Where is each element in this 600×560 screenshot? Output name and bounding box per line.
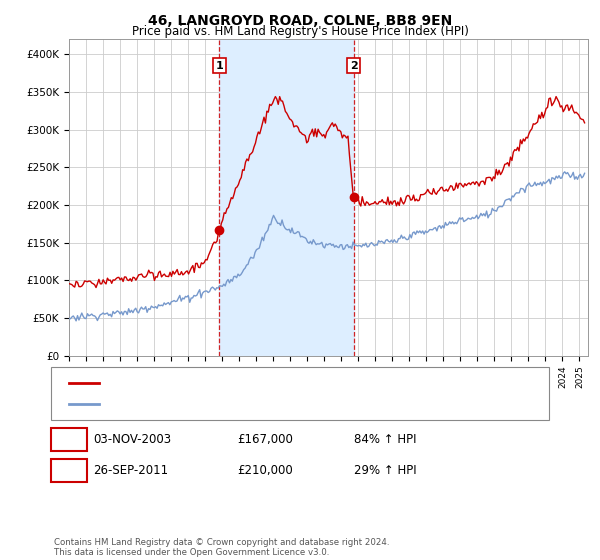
Text: 26-SEP-2011: 26-SEP-2011 — [93, 464, 168, 477]
Text: 46, LANGROYD ROAD, COLNE, BB8 9EN (detached house): 46, LANGROYD ROAD, COLNE, BB8 9EN (detac… — [105, 378, 405, 388]
Text: HPI: Average price, detached house, Pendle: HPI: Average price, detached house, Pend… — [105, 399, 333, 409]
Text: 2: 2 — [65, 464, 73, 477]
Text: 1: 1 — [65, 433, 73, 446]
Text: Contains HM Land Registry data © Crown copyright and database right 2024.
This d: Contains HM Land Registry data © Crown c… — [54, 538, 389, 557]
Text: 29% ↑ HPI: 29% ↑ HPI — [354, 464, 416, 477]
Text: £167,000: £167,000 — [237, 433, 293, 446]
Text: Price paid vs. HM Land Registry's House Price Index (HPI): Price paid vs. HM Land Registry's House … — [131, 25, 469, 38]
Text: 03-NOV-2003: 03-NOV-2003 — [93, 433, 171, 446]
Bar — [220, 39, 353, 356]
Text: 2: 2 — [350, 60, 358, 71]
Text: £210,000: £210,000 — [237, 464, 293, 477]
Text: 46, LANGROYD ROAD, COLNE, BB8 9EN: 46, LANGROYD ROAD, COLNE, BB8 9EN — [148, 14, 452, 28]
Text: 84% ↑ HPI: 84% ↑ HPI — [354, 433, 416, 446]
Text: 1: 1 — [215, 60, 223, 71]
